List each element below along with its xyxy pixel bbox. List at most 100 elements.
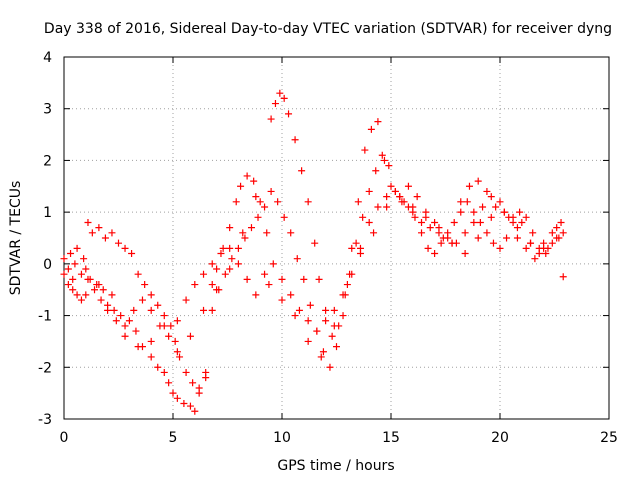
data-point xyxy=(97,296,105,304)
data-point xyxy=(365,218,373,226)
data-point xyxy=(278,275,286,283)
data-point xyxy=(195,384,203,392)
data-point xyxy=(476,218,484,226)
data-point xyxy=(261,270,269,278)
data-point xyxy=(330,322,338,330)
data-point xyxy=(387,182,395,190)
data-point xyxy=(173,348,181,356)
data-point xyxy=(115,239,122,247)
data-point xyxy=(213,286,221,294)
data-point xyxy=(67,250,75,258)
data-point xyxy=(409,203,417,211)
data-point xyxy=(359,213,367,221)
data-point xyxy=(247,224,255,232)
data-point xyxy=(295,306,303,314)
y-tick-label: 1 xyxy=(43,205,52,221)
data-point xyxy=(208,260,216,268)
data-point xyxy=(226,224,234,232)
data-point xyxy=(291,136,299,144)
y-tick-label: -1 xyxy=(38,309,52,325)
data-point xyxy=(263,229,271,237)
data-point xyxy=(404,182,412,190)
data-point xyxy=(160,312,168,320)
data-point xyxy=(330,306,338,314)
data-point xyxy=(221,270,229,278)
data-point xyxy=(315,275,323,283)
data-point xyxy=(226,265,234,273)
data-point xyxy=(234,260,242,268)
data-point xyxy=(147,337,155,345)
data-point xyxy=(191,281,199,289)
data-point xyxy=(352,239,360,247)
data-point xyxy=(463,198,471,206)
data-point xyxy=(261,203,269,211)
data-point xyxy=(208,281,216,289)
data-point xyxy=(500,208,508,216)
x-tick-label: 5 xyxy=(169,430,178,446)
data-point xyxy=(60,255,68,263)
data-point xyxy=(269,260,277,268)
data-point xyxy=(167,322,175,330)
data-point xyxy=(306,301,314,309)
data-point xyxy=(474,234,482,242)
data-point xyxy=(200,306,208,314)
data-point xyxy=(267,187,275,195)
data-point xyxy=(304,198,312,206)
data-point xyxy=(356,250,364,258)
data-point xyxy=(470,208,478,216)
data-point xyxy=(228,255,236,263)
data-point xyxy=(380,156,388,164)
data-point xyxy=(503,234,511,242)
data-point xyxy=(271,100,279,108)
data-point xyxy=(527,239,535,247)
data-point xyxy=(483,187,491,195)
data-point xyxy=(418,218,426,226)
data-point xyxy=(293,255,301,263)
data-point xyxy=(396,193,404,201)
data-point xyxy=(147,353,155,361)
data-point xyxy=(217,250,225,258)
data-point xyxy=(173,317,181,325)
data-point xyxy=(426,224,434,232)
data-point xyxy=(147,291,155,299)
data-point xyxy=(95,281,103,289)
data-point xyxy=(300,275,308,283)
data-point xyxy=(73,244,81,252)
data-point xyxy=(182,296,190,304)
data-point xyxy=(422,213,430,221)
chart-title: Day 338 of 2016, Sidereal Day-to-day VTE… xyxy=(44,21,612,37)
data-point xyxy=(237,182,245,190)
data-point xyxy=(313,327,321,335)
data-point xyxy=(383,193,391,201)
data-point xyxy=(112,317,120,325)
data-point xyxy=(548,229,556,237)
data-point xyxy=(189,379,197,387)
data-point xyxy=(339,312,347,320)
data-point xyxy=(531,255,539,263)
data-point xyxy=(130,306,138,314)
data-point xyxy=(125,317,133,325)
data-point xyxy=(496,244,504,252)
data-point xyxy=(138,296,146,304)
data-point xyxy=(374,118,382,126)
data-point xyxy=(413,193,421,201)
data-point xyxy=(95,224,103,232)
data-point xyxy=(117,312,125,320)
data-point xyxy=(208,306,216,314)
data-points xyxy=(60,89,567,415)
y-tick-label: -2 xyxy=(38,360,52,376)
data-point xyxy=(91,286,99,294)
y-tick-label: 0 xyxy=(43,257,52,273)
data-point xyxy=(424,244,432,252)
data-point xyxy=(372,167,380,175)
data-point xyxy=(186,402,194,410)
data-point xyxy=(267,115,275,123)
data-point xyxy=(287,291,295,299)
data-point xyxy=(141,281,149,289)
data-point xyxy=(322,306,330,314)
data-point xyxy=(134,270,142,278)
data-point xyxy=(108,291,116,299)
data-point xyxy=(431,218,439,226)
data-point xyxy=(383,203,391,211)
data-point xyxy=(200,270,208,278)
